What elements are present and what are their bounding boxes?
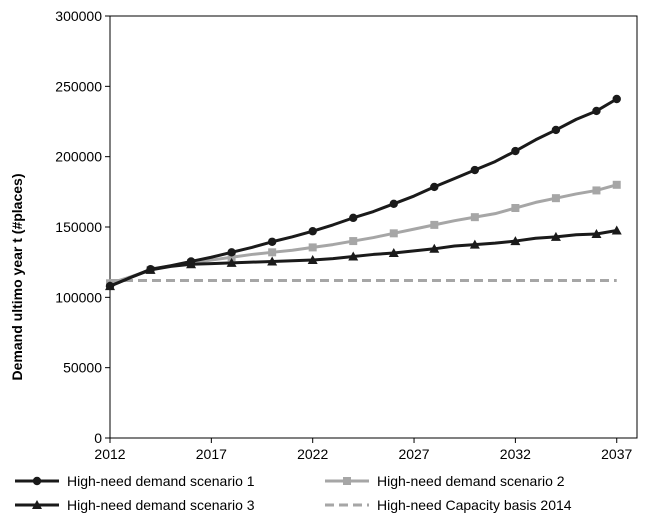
data-point: [308, 227, 317, 236]
data-point: [612, 94, 621, 104]
legend-label: High-need demand scenario 3: [67, 497, 255, 513]
data-point: [349, 213, 358, 223]
data-point: [430, 220, 439, 229]
y-tick-label: 200000: [55, 149, 102, 165]
legend-marker: [32, 500, 42, 509]
series-line: [109, 229, 617, 288]
data-point: [388, 248, 399, 258]
data-point: [389, 229, 398, 238]
data-point: [349, 237, 358, 246]
y-tick-label: 100000: [55, 289, 102, 305]
x-tick-label: 2022: [297, 446, 328, 462]
data-point: [308, 243, 317, 252]
data-point: [105, 281, 115, 291]
data-point: [470, 213, 479, 222]
data-point: [307, 255, 318, 265]
legend-label: High-need Capacity basis 2014: [377, 497, 572, 513]
legend-marker: [343, 477, 351, 485]
chart-axes: [109, 15, 638, 439]
plot-frame: [109, 15, 638, 439]
data-point: [389, 199, 398, 208]
data-point: [227, 253, 236, 262]
data-point: [550, 231, 561, 241]
y-tick-label: 250000: [55, 78, 102, 94]
data-point: [470, 165, 480, 175]
x-tick-label: 2017: [196, 446, 227, 462]
legend-marker: [32, 476, 42, 486]
data-point: [430, 182, 439, 192]
legend-item-3: High-need demand scenario 3: [15, 497, 255, 513]
y-tick-label: 150000: [55, 219, 102, 235]
x-axis-ticks: 2012 2017 2022 2027 2032 2037: [94, 438, 633, 462]
y-tick-label: 0: [94, 430, 102, 446]
x-tick-label: 2032: [500, 446, 531, 462]
data-point: [469, 239, 480, 249]
data-point: [592, 186, 601, 195]
x-tick-label: 2012: [94, 446, 125, 462]
data-point: [551, 194, 560, 203]
data-point: [429, 243, 440, 253]
data-point: [510, 236, 521, 246]
x-tick-label: 2037: [601, 446, 632, 462]
data-point: [146, 265, 155, 274]
legend-item-1: High-need demand scenario 1: [15, 473, 255, 489]
data-point: [268, 248, 277, 257]
data-point: [592, 106, 601, 116]
data-point: [511, 146, 520, 156]
series-line: [109, 97, 618, 288]
y-tick-label: 300000: [55, 8, 102, 24]
data-point: [267, 237, 277, 246]
data-point: [612, 180, 621, 189]
x-tick-label: 2027: [398, 446, 429, 462]
data-point: [348, 251, 359, 261]
data-point: [551, 125, 561, 135]
data-point: [591, 229, 602, 239]
series-1: [105, 94, 621, 291]
y-tick-label: 50000: [63, 360, 102, 376]
y-axis-ticks: 0 50000 100000 150000 200000 250000 300000: [55, 8, 110, 446]
data-point: [226, 257, 237, 267]
legend-label: High-need demand scenario 1: [67, 473, 255, 489]
series-line: [109, 183, 618, 285]
legend-item-2: High-need demand scenario 2: [325, 473, 565, 489]
data-point: [227, 248, 236, 257]
data-point: [186, 257, 196, 266]
data-point: [511, 204, 520, 213]
legend: High-need demand scenario 1 High-need dem…: [15, 473, 572, 513]
series-2: [106, 180, 621, 288]
data-point: [267, 256, 278, 266]
legend-item-4: High-need Capacity basis 2014: [325, 497, 572, 513]
series-layer: [105, 94, 622, 291]
data-point: [611, 225, 622, 235]
legend-label: High-need demand scenario 2: [377, 473, 565, 489]
y-axis-title: Demand ultimo year t (#places): [9, 174, 25, 381]
